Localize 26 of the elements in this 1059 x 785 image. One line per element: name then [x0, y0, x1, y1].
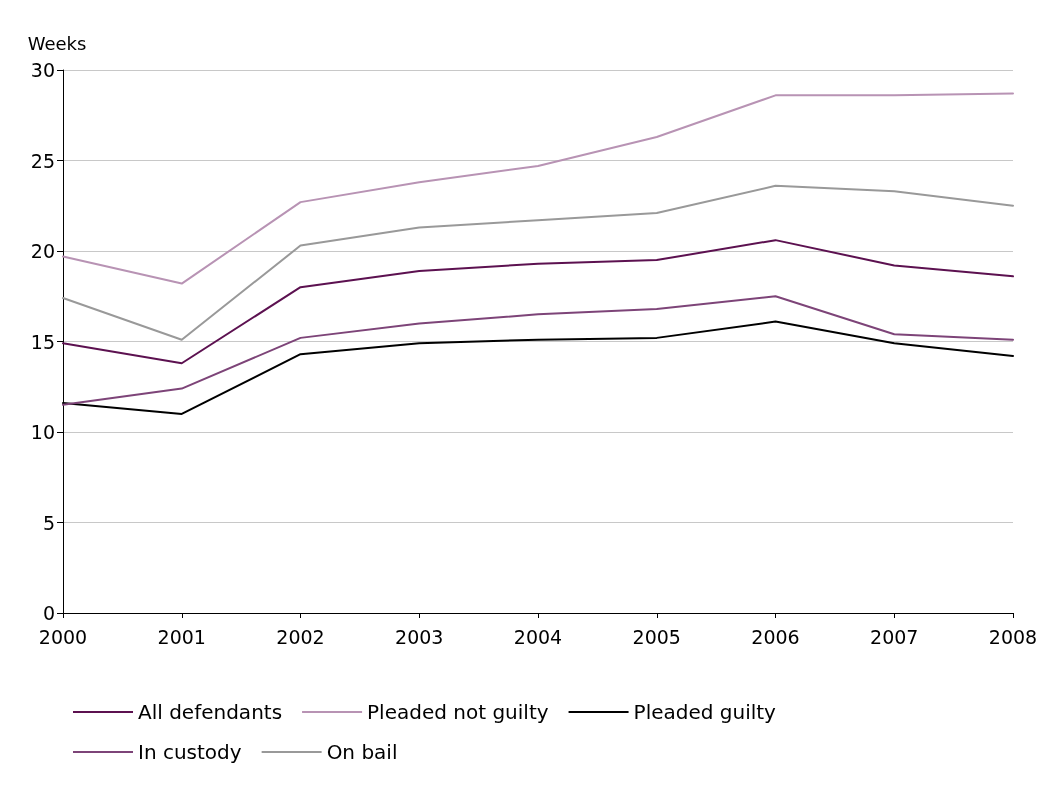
x-tick-label: 2003 [395, 625, 444, 648]
x-tick-label: 2006 [751, 625, 800, 648]
y-tick-label: 20 [30, 240, 55, 262]
legend-label: Pleaded not guilty [367, 700, 549, 724]
y-tick-label: 25 [30, 149, 55, 172]
line-series [62, 239, 1014, 365]
y-tick-label: 10 [30, 421, 55, 443]
legend-label: In custody [138, 740, 242, 764]
y-axis-title: Weeks [27, 32, 87, 54]
line-series [62, 92, 1014, 285]
legend-label: On bail [326, 740, 398, 764]
x-tick-label: 2000 [38, 625, 88, 648]
line-series [62, 295, 1014, 406]
x-tick-label: 2002 [276, 625, 325, 648]
x-tick-label: 2008 [988, 625, 1038, 648]
x-tick-label: 2005 [632, 625, 681, 648]
x-tick-label: 2004 [513, 625, 563, 648]
x-tick-label: 2007 [870, 625, 919, 648]
line-series [62, 184, 1014, 341]
y-tick-label: 5 [42, 511, 55, 534]
legend-label: All defendants [138, 700, 283, 724]
legend-label: Pleaded guilty [633, 700, 777, 724]
y-tick-label: 0 [42, 602, 55, 624]
y-tick-label: 15 [30, 330, 55, 353]
y-tick-label: 30 [30, 59, 55, 81]
x-tick-label: 2001 [157, 625, 206, 648]
